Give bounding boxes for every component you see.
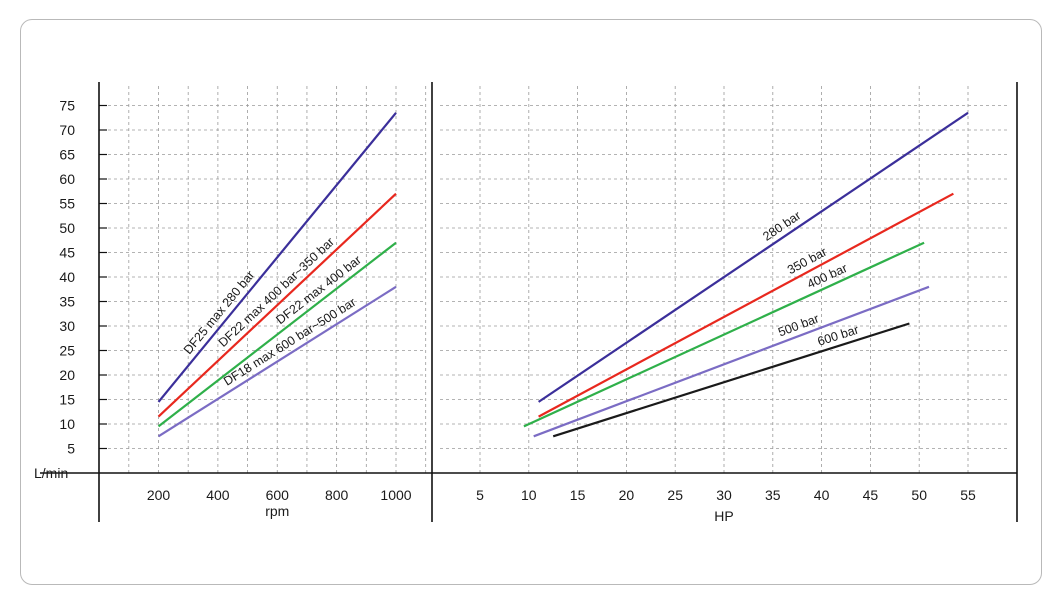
- y-tick-label: 30: [59, 318, 75, 334]
- y-tick-label: 60: [59, 171, 75, 187]
- x-tick-label-rpm: 400: [206, 487, 230, 503]
- y-axis-label: L/min: [34, 465, 68, 481]
- y-tick-label: 25: [59, 343, 75, 359]
- x-tick-label-hp: 15: [570, 487, 586, 503]
- x-axis-label-hp: HP: [714, 508, 733, 524]
- rpm-series-line-3: [157, 285, 397, 438]
- x-tick-label-rpm: 200: [147, 487, 171, 503]
- rpm-series-line-2: [157, 241, 397, 428]
- x-tick-label-hp: 45: [863, 487, 879, 503]
- y-tick-label: 55: [59, 196, 75, 212]
- x-tick-label-hp: 20: [619, 487, 635, 503]
- grid-lines: [108, 86, 1010, 473]
- x-tick-label-rpm: 800: [325, 487, 349, 503]
- y-tick-label: 50: [59, 220, 75, 236]
- x-tick-label-hp: 50: [911, 487, 927, 503]
- hp-series-line-2: [523, 241, 925, 428]
- x-tick-label-rpm: 600: [266, 487, 290, 503]
- x-axis-label-rpm: rpm: [265, 503, 289, 519]
- y-tick-label: 10: [59, 416, 75, 432]
- hp-series-line-4: [552, 322, 910, 438]
- chart-frame: [20, 19, 1042, 585]
- y-tick-label: 35: [59, 294, 75, 310]
- x-tick-label-hp: 25: [667, 487, 683, 503]
- x-tick-label-rpm: 1000: [380, 487, 411, 503]
- y-tick-label: 5: [67, 441, 75, 457]
- x-tick-label-hp: 40: [814, 487, 830, 503]
- y-tick-label: 15: [59, 392, 75, 408]
- hp-series-line-1: [538, 192, 954, 418]
- y-tick-label: 40: [59, 269, 75, 285]
- y-tick-label: 70: [59, 122, 75, 138]
- hp-series-line-0: [537, 111, 969, 403]
- x-tick-label-hp: 30: [716, 487, 732, 503]
- y-tick-label: 65: [59, 147, 75, 163]
- y-tick-label: 75: [59, 98, 75, 114]
- y-tick-label: 20: [59, 367, 75, 383]
- rpm-series-line-0: [157, 112, 397, 403]
- x-tick-label-hp: 5: [476, 487, 484, 503]
- x-tick-label-hp: 55: [960, 487, 976, 503]
- x-tick-label-hp: 35: [765, 487, 781, 503]
- y-tick-label: 45: [59, 245, 75, 261]
- hp-series-line-3: [533, 285, 930, 438]
- rpm-series-line-1: [157, 192, 397, 418]
- x-tick-label-hp: 10: [521, 487, 537, 503]
